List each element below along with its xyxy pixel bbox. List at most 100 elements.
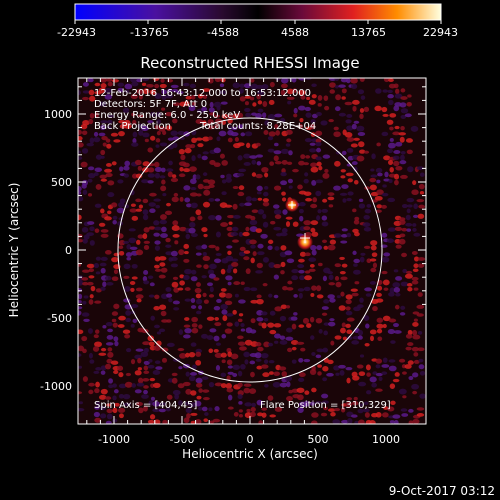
speckle-blob — [411, 251, 418, 255]
speckle-blob — [131, 173, 138, 179]
speckle-blob — [94, 203, 102, 208]
speckle-blob — [154, 240, 161, 245]
speckle-blob — [310, 227, 316, 233]
speckle-blob — [178, 249, 185, 256]
speckle-blob — [315, 317, 323, 324]
speckle-blob — [78, 353, 82, 357]
speckle-blob — [251, 159, 257, 165]
speckle-blob — [333, 131, 341, 138]
speckle-blob — [370, 174, 378, 178]
speckle-blob — [174, 240, 179, 245]
speckle-blob — [334, 335, 342, 340]
speckle-blob — [82, 300, 87, 305]
speckle-blob — [113, 303, 120, 310]
speckle-blob — [381, 204, 387, 209]
speckle-blob — [274, 113, 283, 118]
speckle-blob — [94, 167, 103, 173]
speckle-blob — [195, 359, 202, 366]
speckle-blob — [104, 216, 112, 221]
speckle-blob — [341, 419, 349, 424]
speckle-blob — [88, 382, 95, 387]
speckle-blob — [412, 329, 418, 336]
speckle-blob — [112, 407, 118, 414]
speckle-blob — [315, 156, 322, 161]
speckle-blob — [143, 365, 149, 371]
speckle-blob — [417, 213, 425, 219]
speckle-blob — [184, 298, 192, 302]
speckle-blob — [353, 120, 360, 124]
speckle-blob — [87, 328, 93, 334]
speckle-blob — [282, 286, 288, 291]
speckle-blob — [110, 132, 119, 137]
speckle-blob — [117, 221, 124, 226]
speckle-blob — [310, 244, 317, 251]
speckle-blob — [401, 252, 407, 258]
speckle-blob — [394, 304, 400, 310]
speckle-blob — [309, 123, 316, 130]
speckle-blob — [370, 335, 375, 342]
speckle-blob — [162, 130, 167, 136]
speckle-blob — [209, 112, 216, 116]
speckle-blob — [177, 348, 185, 352]
speckle-blob — [250, 244, 256, 249]
speckle-blob — [220, 352, 227, 358]
speckle-blob — [214, 382, 223, 387]
speckle-blob — [350, 78, 358, 84]
speckle-blob — [341, 234, 348, 238]
speckle-blob — [105, 172, 113, 178]
speckle-blob — [339, 256, 345, 260]
speckle-blob — [392, 414, 401, 419]
speckle-blob — [375, 167, 383, 173]
speckle-blob — [335, 281, 342, 288]
speckle-blob — [197, 154, 202, 159]
speckle-blob — [375, 412, 382, 418]
speckle-blob — [191, 155, 196, 162]
speckle-blob — [191, 323, 198, 328]
speckle-blob — [164, 210, 173, 216]
speckle-blob — [286, 287, 294, 291]
speckle-blob — [196, 193, 202, 197]
speckle-blob — [346, 137, 355, 142]
speckle-blob — [94, 341, 102, 348]
speckle-blob — [270, 220, 276, 225]
speckle-blob — [194, 400, 202, 407]
solar-limb-circle — [117, 117, 383, 383]
speckle-blob — [393, 269, 399, 273]
speckle-blob — [100, 388, 108, 395]
speckle-blob — [80, 123, 88, 130]
speckle-blob — [78, 214, 82, 221]
speckle-blob — [303, 220, 312, 226]
speckle-blob — [366, 372, 371, 377]
speckle-blob — [368, 420, 376, 424]
speckle-blob — [131, 276, 138, 280]
speckle-blob — [330, 340, 335, 346]
speckle-blob — [267, 114, 276, 120]
speckle-blob — [142, 209, 149, 215]
speckle-blob — [399, 233, 406, 238]
speckle-blob — [224, 328, 233, 334]
speckle-blob — [158, 126, 166, 132]
speckle-blob — [118, 202, 125, 208]
speckle-blob — [321, 215, 328, 221]
speckle-blob — [113, 389, 119, 394]
speckle-blob — [375, 358, 383, 364]
speckle-blob — [177, 287, 184, 291]
speckle-blob — [220, 383, 227, 389]
speckle-blob — [117, 324, 125, 328]
speckle-blob — [340, 407, 346, 413]
speckle-blob — [118, 393, 125, 399]
speckle-blob — [191, 233, 198, 238]
speckle-blob — [129, 208, 138, 213]
speckle-blob — [317, 94, 323, 101]
speckle-blob — [111, 256, 119, 263]
speckle-blob — [298, 258, 305, 263]
speckle-blob — [260, 233, 268, 239]
speckle-blob — [166, 342, 175, 347]
speckle-blob — [315, 138, 322, 144]
speckle-blob — [160, 267, 168, 273]
speckle-blob — [158, 274, 166, 279]
speckle-blob — [341, 150, 347, 156]
speckle-blob — [130, 78, 138, 83]
speckle-blob — [395, 88, 400, 95]
speckle-blob — [309, 263, 315, 268]
